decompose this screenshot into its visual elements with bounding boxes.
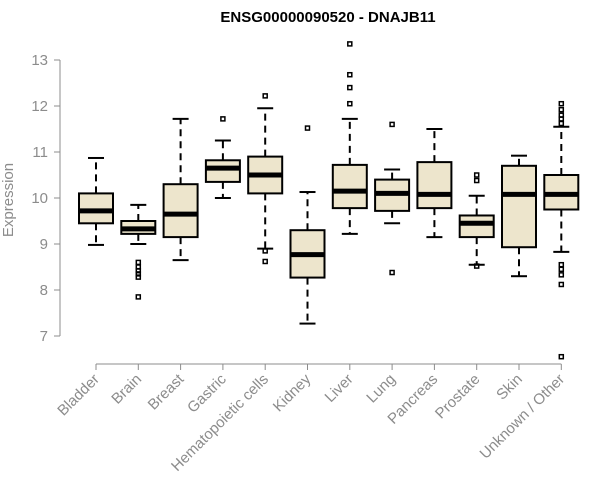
iqr-box — [501, 164, 537, 249]
box-pancreas — [416, 128, 453, 239]
box-breast — [162, 117, 199, 262]
outlier-point — [558, 116, 565, 122]
box-liver — [331, 41, 368, 235]
outlier-point — [220, 116, 226, 122]
outlier-point — [558, 353, 565, 360]
box-unknown-other — [543, 100, 580, 360]
x-tick-label: Lung — [363, 371, 399, 407]
outlier-point — [135, 274, 142, 280]
outlier-point — [262, 258, 268, 265]
box-kidney — [289, 125, 326, 325]
y-tick-label: 13 — [31, 52, 48, 69]
iqr-box — [162, 183, 199, 239]
y-tick-label: 7 — [40, 328, 48, 345]
x-tick-label: Breast — [145, 370, 188, 413]
outlier-point — [473, 263, 480, 269]
outlier-point — [473, 172, 480, 178]
outlier-point — [262, 93, 268, 99]
outlier-point — [347, 100, 353, 107]
x-tick-label: Brain — [108, 371, 145, 408]
outlier-point — [389, 269, 395, 276]
box-brain — [120, 203, 157, 300]
chart-title: ENSG00000090520 - DNAJB11 — [220, 9, 435, 26]
outlier-point — [558, 281, 565, 288]
box-gastric — [204, 116, 241, 199]
iqr-box — [331, 163, 368, 210]
outlier-point — [558, 106, 565, 113]
outlier-point — [135, 267, 142, 274]
y-tick-label: 9 — [40, 236, 48, 253]
outlier-point — [558, 272, 565, 278]
boxes-group — [78, 41, 580, 360]
outlier-point — [473, 177, 480, 184]
y-tick-label: 10 — [31, 190, 48, 207]
outlier-point — [389, 121, 395, 128]
outlier-point — [558, 266, 565, 273]
outlier-point — [135, 259, 142, 266]
outlier-point — [347, 41, 353, 47]
outlier-point — [262, 248, 268, 254]
x-tick-label: Prostate — [432, 371, 484, 423]
outlier-point — [135, 271, 142, 277]
x-tick-label: Skin — [493, 371, 526, 404]
y-axis-label: Expression — [0, 163, 17, 237]
x-tick-label: Bladder — [54, 371, 103, 420]
outlier-point — [304, 125, 311, 131]
box-bladder — [78, 156, 114, 246]
y-tick-label: 12 — [31, 98, 48, 115]
iqr-box — [204, 159, 241, 183]
outlier-point — [347, 84, 353, 91]
outlier-point — [558, 120, 565, 127]
y-axis: 7 8 9 10 11 12 13 — [31, 52, 61, 345]
outlier-point — [135, 294, 142, 300]
y-tick-label: 8 — [40, 282, 48, 299]
box-prostate — [458, 172, 495, 269]
box-hematopoietic-cells — [247, 93, 284, 265]
box-lung — [374, 121, 411, 276]
x-tick-label: Kidney — [270, 370, 315, 415]
outlier-point — [347, 71, 353, 78]
iqr-box — [78, 192, 114, 225]
outlier-point — [558, 261, 565, 268]
outlier-point — [558, 100, 565, 107]
iqr-box — [458, 214, 495, 239]
box-skin — [501, 154, 537, 278]
x-tick-label: Liver — [322, 371, 357, 406]
iqr-box — [416, 161, 453, 210]
y-tick-label: 11 — [32, 144, 48, 161]
